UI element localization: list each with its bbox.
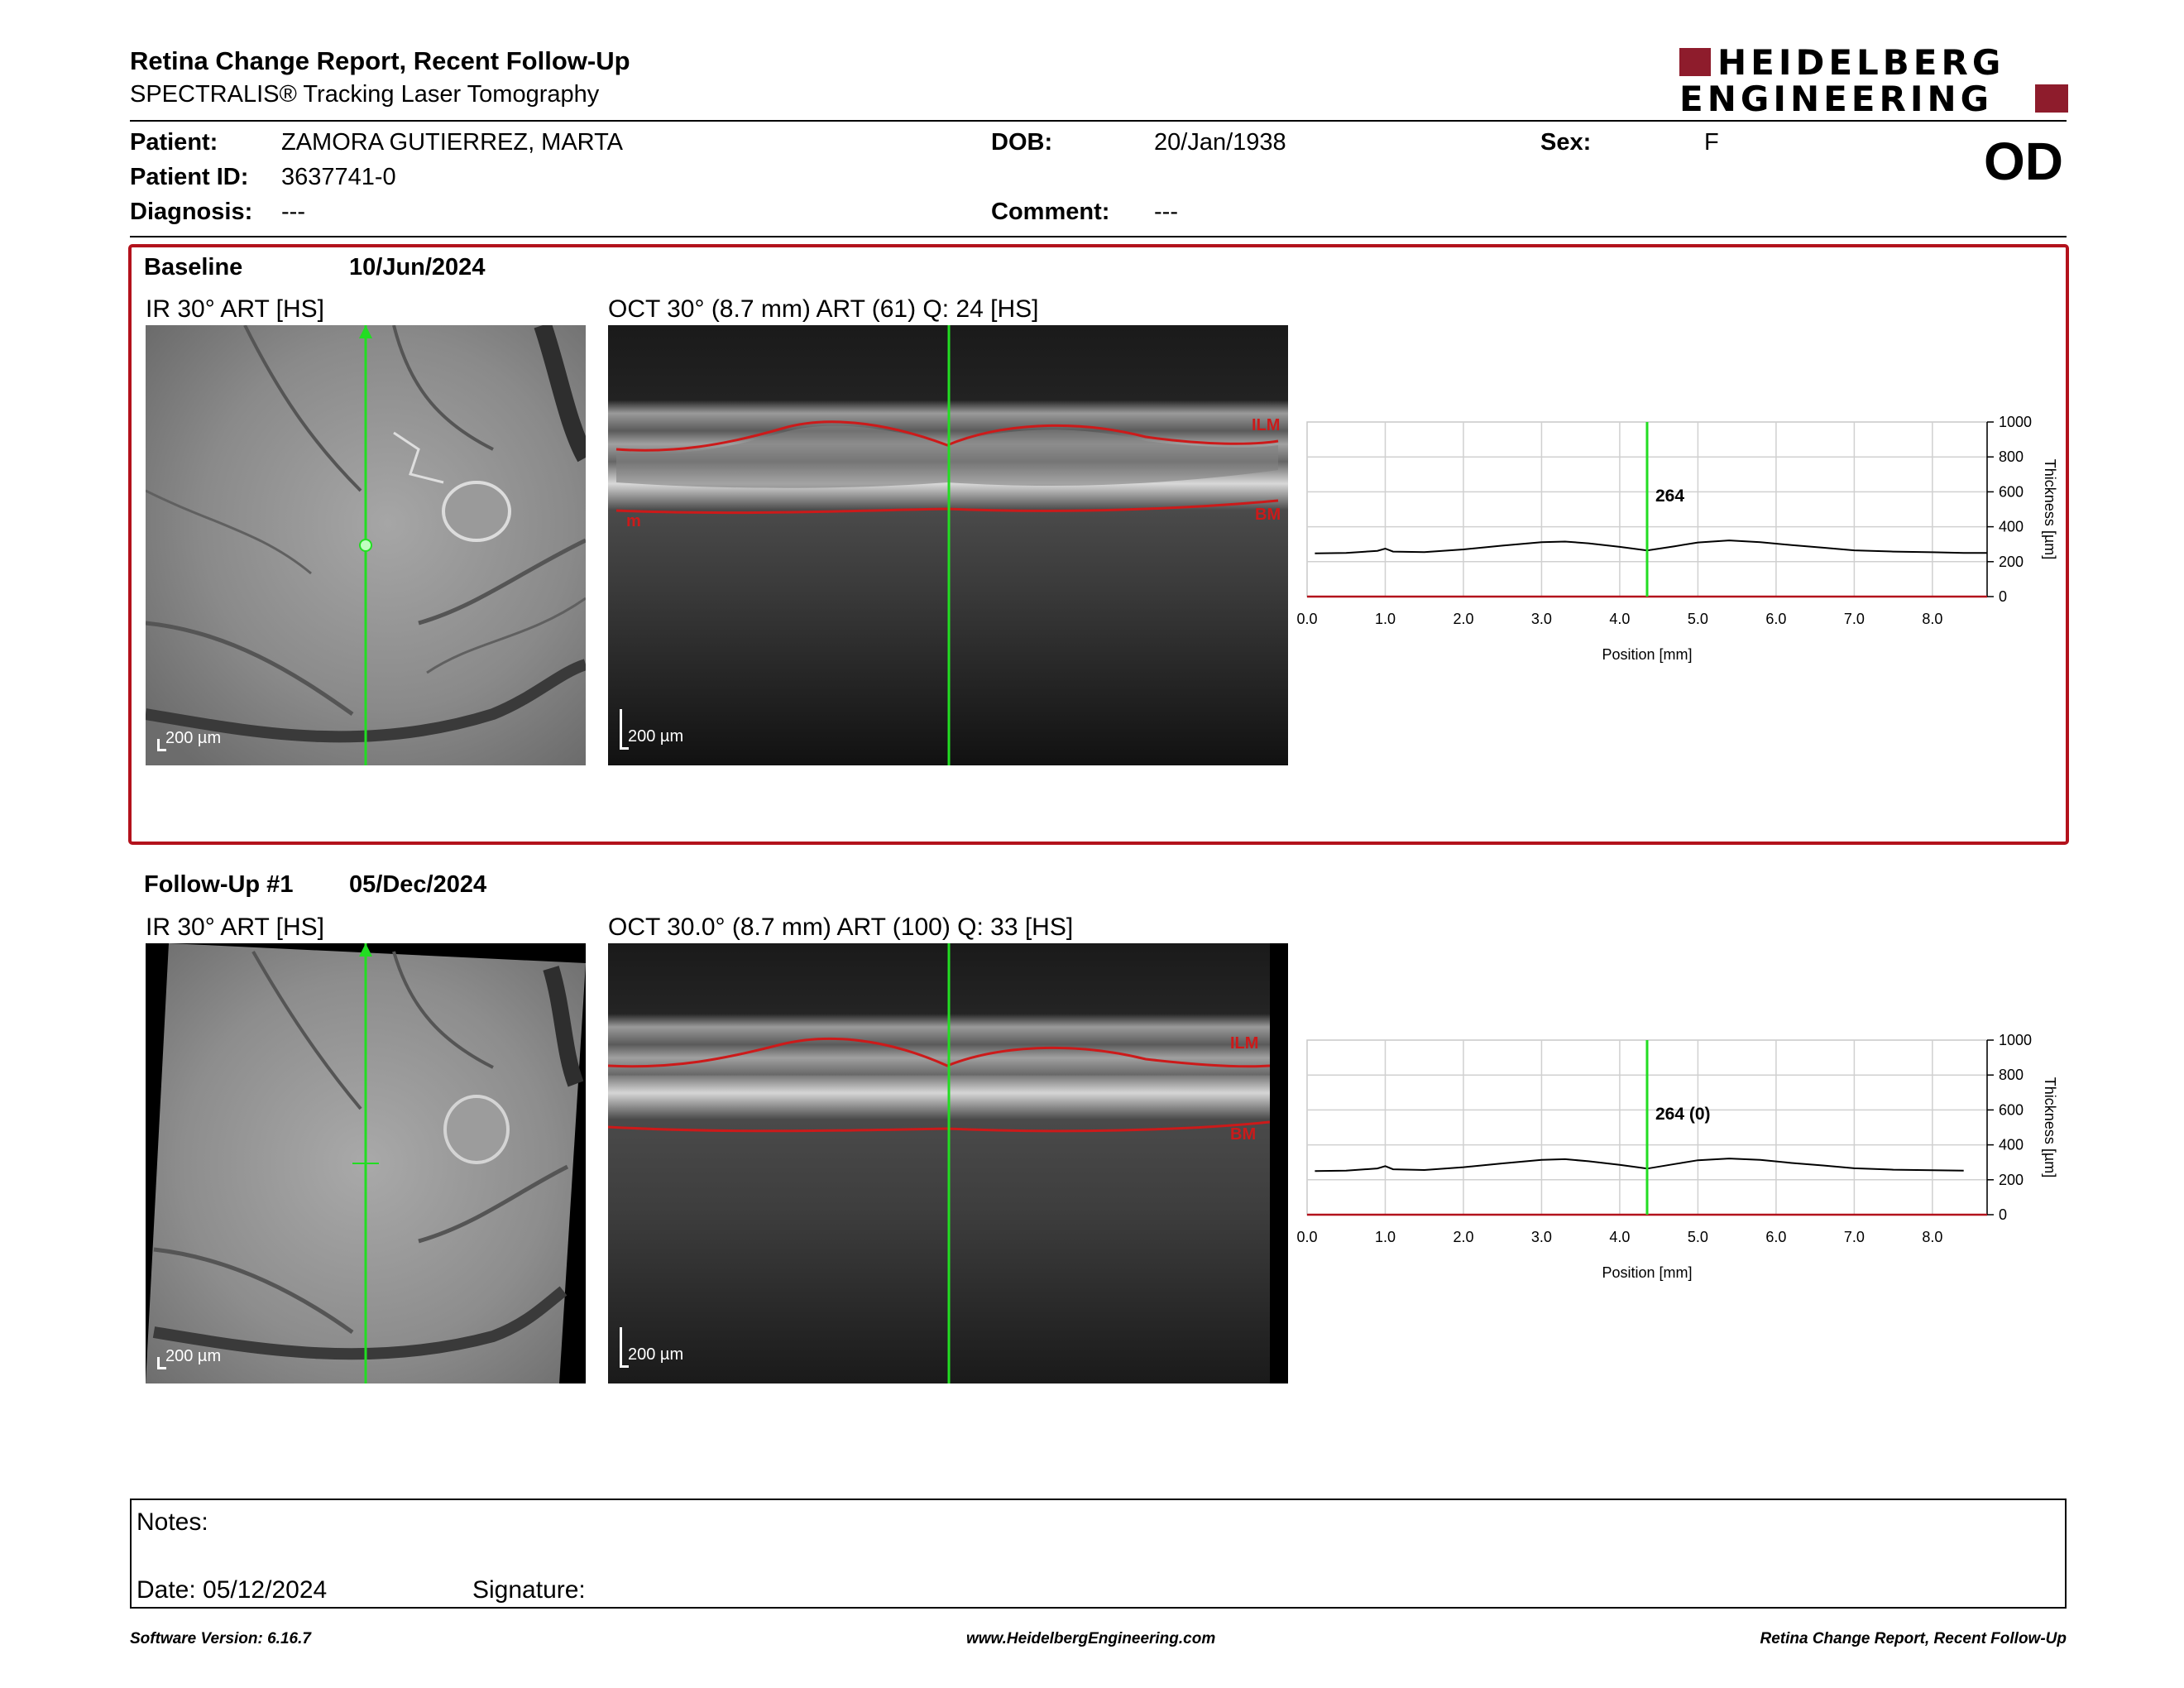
y-tick-label: 0 (1999, 1206, 2007, 1223)
x-tick-label: 3.0 (1531, 1229, 1552, 1245)
notes-date: Date: 05/12/2024 (136, 1576, 328, 1604)
software-version: Software Version: 6.16.7 (130, 1630, 311, 1647)
followup-ir-image[interactable]: 200 µm (146, 943, 586, 1383)
followup-label: Follow-Up #1 (144, 871, 294, 898)
footer-report-name: Retina Change Report, Recent Follow-Up (1760, 1630, 2067, 1647)
thickness-series-line (1315, 539, 1987, 554)
followup-ir-scale-icon (157, 1357, 166, 1369)
thickness-series-line (1315, 1158, 1964, 1172)
patient-divider (130, 236, 2067, 237)
x-axis-label: Position [mm] (1602, 646, 1692, 663)
sex-label: Sex: (1540, 129, 1592, 156)
notes-label: Notes: (136, 1508, 208, 1536)
x-tick-label: 8.0 (1922, 1229, 1942, 1245)
x-tick-label: 0.0 (1296, 1229, 1317, 1245)
logo-line2: ENGINEERING (1679, 79, 1994, 119)
patient-label: Patient: (130, 129, 218, 156)
baseline-panel-frame (128, 244, 2069, 845)
sex-value: F (1704, 129, 1719, 156)
x-tick-label: 8.0 (1922, 611, 1942, 627)
notes-box: Notes: Date: 05/12/2024 Signature: (130, 1499, 2067, 1609)
x-tick-label: 7.0 (1844, 611, 1865, 627)
baseline-oct-scale: 200 µm (628, 727, 684, 746)
x-tick-label: 2.0 (1453, 1229, 1473, 1245)
baseline-ir-image[interactable]: 200 µm (146, 325, 586, 765)
y-tick-label: 400 (1999, 1137, 2024, 1153)
x-tick-label: 1.0 (1375, 1229, 1396, 1245)
baseline-ir-scale: 200 µm (165, 729, 222, 747)
comment-label: Comment: (991, 199, 1110, 225)
y-tick-label: 400 (1999, 519, 2024, 535)
patient-id-label: Patient ID: (130, 164, 249, 190)
dob-label: DOB: (991, 129, 1053, 156)
x-tick-label: 6.0 (1765, 611, 1786, 627)
baseline-label: Baseline (144, 254, 243, 281)
x-tick-label: 2.0 (1453, 611, 1473, 627)
eye-indicator: OD (1984, 132, 2063, 191)
followup-ilm-label: ILM (1230, 1034, 1259, 1053)
baseline-bm-label: BM (1255, 506, 1281, 524)
followup-ir-title: IR 30° ART [HS] (146, 914, 324, 941)
logo-line1: HEIDELBERG (1717, 42, 2005, 83)
followup-thickness-chart: 0.0 1.0 2.0 3.0 4.0 5.0 6.0 7.0 8.0 0 200 400 600 800… (1296, 1032, 2058, 1281)
y-tick-label: 600 (1999, 483, 2024, 500)
report-subtitle: SPECTRALIS® Tracking Laser Tomography (130, 81, 600, 108)
report-title: Retina Change Report, Recent Follow-Up (130, 46, 630, 75)
y-axis-label: Thickness [µm] (2042, 459, 2058, 559)
diagnosis-value: --- (281, 199, 305, 225)
x-tick-label: 6.0 (1765, 1229, 1786, 1245)
marker-value-label: 264 (1655, 487, 1684, 506)
company-logo: HEIDELBERG ENGINEERING (1679, 42, 2068, 119)
y-tick-label: 1000 (1999, 414, 2032, 430)
y-tick-label: 0 (1999, 588, 2007, 605)
patient-id-value: 3637741-0 (281, 164, 396, 190)
website-link[interactable]: www.HeidelbergEngineering.com (966, 1630, 1216, 1647)
x-tick-label: 4.0 (1609, 1229, 1630, 1245)
y-tick-label: 200 (1999, 554, 2024, 570)
x-tick-label: 4.0 (1609, 611, 1630, 627)
x-tick-label: 7.0 (1844, 1229, 1865, 1245)
followup-oct-image[interactable]: ILM BM 200 µm (608, 943, 1288, 1383)
baseline-ir-title: IR 30° ART [HS] (146, 295, 324, 323)
marker-value-label: 264 (0) (1655, 1105, 1711, 1124)
y-axis-label: Thickness [µm] (2042, 1077, 2058, 1177)
patient-name: ZAMORA GUTIERREZ, MARTA (281, 129, 624, 156)
baseline-m-label: m (626, 512, 641, 530)
followup-oct-scale-icon (620, 1327, 629, 1368)
y-tick-label: 1000 (1999, 1032, 2032, 1048)
y-tick-label: 600 (1999, 1101, 2024, 1118)
followup-ir-scale: 200 µm (165, 1347, 222, 1365)
x-axis-label: Position [mm] (1602, 1264, 1692, 1281)
dob-value: 20/Jan/1938 (1154, 129, 1286, 156)
followup-bm-label: BM (1230, 1125, 1257, 1144)
baseline-ir-scale-icon (157, 739, 166, 751)
baseline-date: 10/Jun/2024 (349, 254, 486, 281)
baseline-oct-image[interactable]: ILM BM m 200 µm (608, 325, 1288, 765)
baseline-ilm-label: ILM (1252, 416, 1281, 434)
baseline-thickness-chart: 0.0 1.0 2.0 3.0 4.0 5.0 6.0 7.0 8.0 0 200 400 600 800… (1296, 414, 2058, 663)
signature-label: Signature: (472, 1576, 586, 1604)
x-tick-label: 5.0 (1688, 1229, 1708, 1245)
diagnosis-label: Diagnosis: (130, 199, 253, 225)
followup-oct-title: OCT 30.0° (8.7 mm) ART (100) Q: 33 [HS] (608, 914, 1074, 941)
x-tick-label: 1.0 (1375, 611, 1396, 627)
y-tick-label: 200 (1999, 1172, 2024, 1188)
y-tick-label: 800 (1999, 1067, 2024, 1083)
header-divider (130, 120, 2067, 122)
x-tick-label: 0.0 (1296, 611, 1317, 627)
x-tick-label: 3.0 (1531, 611, 1552, 627)
followup-oct-scale: 200 µm (628, 1345, 684, 1364)
y-tick-label: 800 (1999, 448, 2024, 465)
x-tick-label: 5.0 (1688, 611, 1708, 627)
baseline-oct-scale-icon (620, 709, 629, 750)
comment-value: --- (1154, 199, 1178, 225)
followup-date: 05/Dec/2024 (349, 871, 487, 898)
baseline-oct-title: OCT 30° (8.7 mm) ART (61) Q: 24 [HS] (608, 295, 1039, 323)
